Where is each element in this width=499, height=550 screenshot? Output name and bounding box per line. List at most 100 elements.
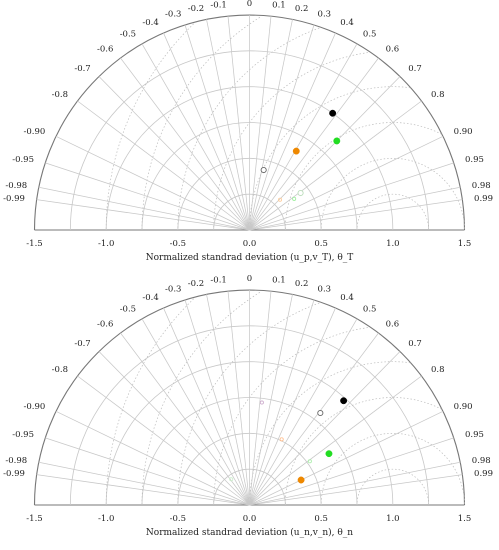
data-point (307, 459, 312, 464)
correlation-ray (55, 135, 250, 231)
rmsd-arc (141, 291, 261, 506)
correlation-ray (38, 186, 250, 231)
grid-group (33, 14, 466, 231)
radial-tick-label: 0.5 (314, 514, 328, 524)
data-point (333, 137, 341, 145)
correlation-tick-label: 0.1 (272, 0, 286, 10)
correlation-ray (45, 162, 250, 231)
correlation-tick-label: 0.8 (431, 365, 445, 375)
correlation-ray (249, 474, 463, 506)
rmsd-arc (213, 327, 368, 506)
correlation-tick-label: -0.99 (3, 469, 25, 479)
correlation-tick-label: -0.1 (210, 0, 226, 10)
radial-tick-label: 0.0 (243, 514, 257, 524)
data-point (297, 476, 305, 484)
data-point (229, 477, 234, 482)
radial-tick-label: 0.0 (243, 239, 257, 249)
correlation-ray (163, 32, 250, 231)
correlation-ray (249, 162, 454, 231)
rmsd-arc (320, 157, 465, 231)
correlation-tick-label: 0.7 (408, 339, 422, 349)
radial-tick-label: -1.5 (26, 239, 42, 249)
correlation-tick-label: 0.98 (472, 456, 491, 466)
correlation-ray (249, 299, 315, 506)
correlation-tick-label: 0.6 (386, 45, 400, 55)
correlation-tick-label: 0.5 (363, 30, 377, 40)
radial-tick-label: -1.0 (98, 514, 114, 524)
correlation-ray (249, 19, 293, 231)
data-point (325, 450, 333, 458)
correlation-tick-label: 0.2 (295, 4, 309, 14)
correlation-tick-label: 0.2 (295, 279, 309, 289)
rmsd-arc (356, 193, 430, 231)
correlation-ray (249, 461, 461, 506)
correlation-ray (98, 351, 250, 506)
correlation-tick-label: -0.95 (12, 430, 34, 440)
correlation-tick-label: 0.7 (408, 64, 422, 74)
correlation-tick-label: -0.3 (165, 285, 181, 295)
correlation-tick-label: 0.99 (474, 194, 493, 204)
correlation-ray (227, 291, 250, 506)
correlation-ray (77, 375, 250, 506)
correlation-tick-label: -0.90 (24, 127, 46, 137)
correlation-ray (206, 19, 250, 231)
correlation-tick-label: 0.98 (472, 181, 491, 191)
correlation-ray (249, 291, 272, 506)
correlation-ray (249, 100, 422, 231)
correlation-tick-label: -0.1 (210, 275, 226, 285)
correlation-ray (206, 294, 250, 506)
data-point (329, 109, 337, 117)
correlation-tick-label: -0.4 (142, 18, 158, 28)
correlation-tick-label: -0.6 (97, 320, 113, 330)
correlation-ray (249, 294, 293, 506)
radial-tick-label: 1.5 (458, 239, 472, 249)
radial-tick-label: -1.0 (98, 239, 114, 249)
rmsd-arc (213, 52, 368, 231)
x-axis-label: Normalized standrad deviation (u_n,v_n),… (146, 527, 353, 538)
correlation-tick-label: 0 (247, 275, 252, 284)
data-point (297, 189, 304, 197)
correlation-ray (98, 76, 250, 231)
data-points (229, 397, 348, 484)
correlation-ray (249, 307, 336, 506)
correlation-tick-label: 0.3 (318, 285, 332, 295)
radial-tick-label: -0.5 (170, 514, 186, 524)
correlation-tick-label: 0.99 (474, 469, 493, 479)
correlation-tick-label: -0.99 (3, 194, 25, 204)
correlation-ray (45, 437, 250, 506)
correlation-ray (249, 186, 461, 231)
data-point (259, 400, 264, 405)
data-point (317, 409, 324, 417)
grid-group (33, 289, 466, 506)
correlation-tick-label: 0.6 (386, 320, 400, 330)
data-point (292, 196, 297, 201)
correlation-ray (77, 100, 250, 231)
taylor-diagram-top: -0.99 -0.98 -0.95 -0.90 -0.8 -0.7 -0.6 -0.5 -0.4… (3, 0, 493, 263)
correlation-ray (249, 410, 444, 506)
correlation-ray (141, 43, 250, 231)
data-point (292, 147, 300, 155)
correlation-ray (249, 318, 358, 506)
correlation-ray (120, 57, 250, 231)
correlation-tick-label: 0.90 (454, 402, 473, 412)
correlation-ray (249, 375, 422, 506)
correlation-tick-label: -0.4 (142, 293, 158, 303)
correlation-tick-label: 0 (247, 0, 252, 9)
correlation-tick-label: -0.7 (74, 64, 90, 74)
correlation-tick-label: -0.8 (52, 90, 68, 100)
correlation-tick-label: -0.3 (165, 10, 181, 20)
correlation-tick-label: -0.5 (120, 305, 136, 315)
correlation-tick-label: 0.90 (454, 127, 473, 137)
correlation-tick-label: 0.4 (340, 18, 354, 28)
correlation-tick-label: -0.2 (188, 4, 204, 14)
correlation-tick-label: -0.7 (74, 339, 90, 349)
radial-tick-label: 1.5 (458, 514, 472, 524)
correlation-tick-label: -0.5 (120, 30, 136, 40)
data-point (278, 197, 283, 202)
taylor-diagram-bottom: -0.99 -0.98 -0.95 -0.90 -0.8 -0.7 -0.6 -0.5 -0.4… (3, 275, 493, 538)
radial-tick-label: -0.5 (170, 239, 186, 249)
correlation-tick-label: -0.98 (5, 181, 27, 191)
correlation-ray (249, 76, 401, 231)
rmsd-arc (356, 468, 430, 506)
correlation-tick-label: -0.6 (97, 45, 113, 55)
